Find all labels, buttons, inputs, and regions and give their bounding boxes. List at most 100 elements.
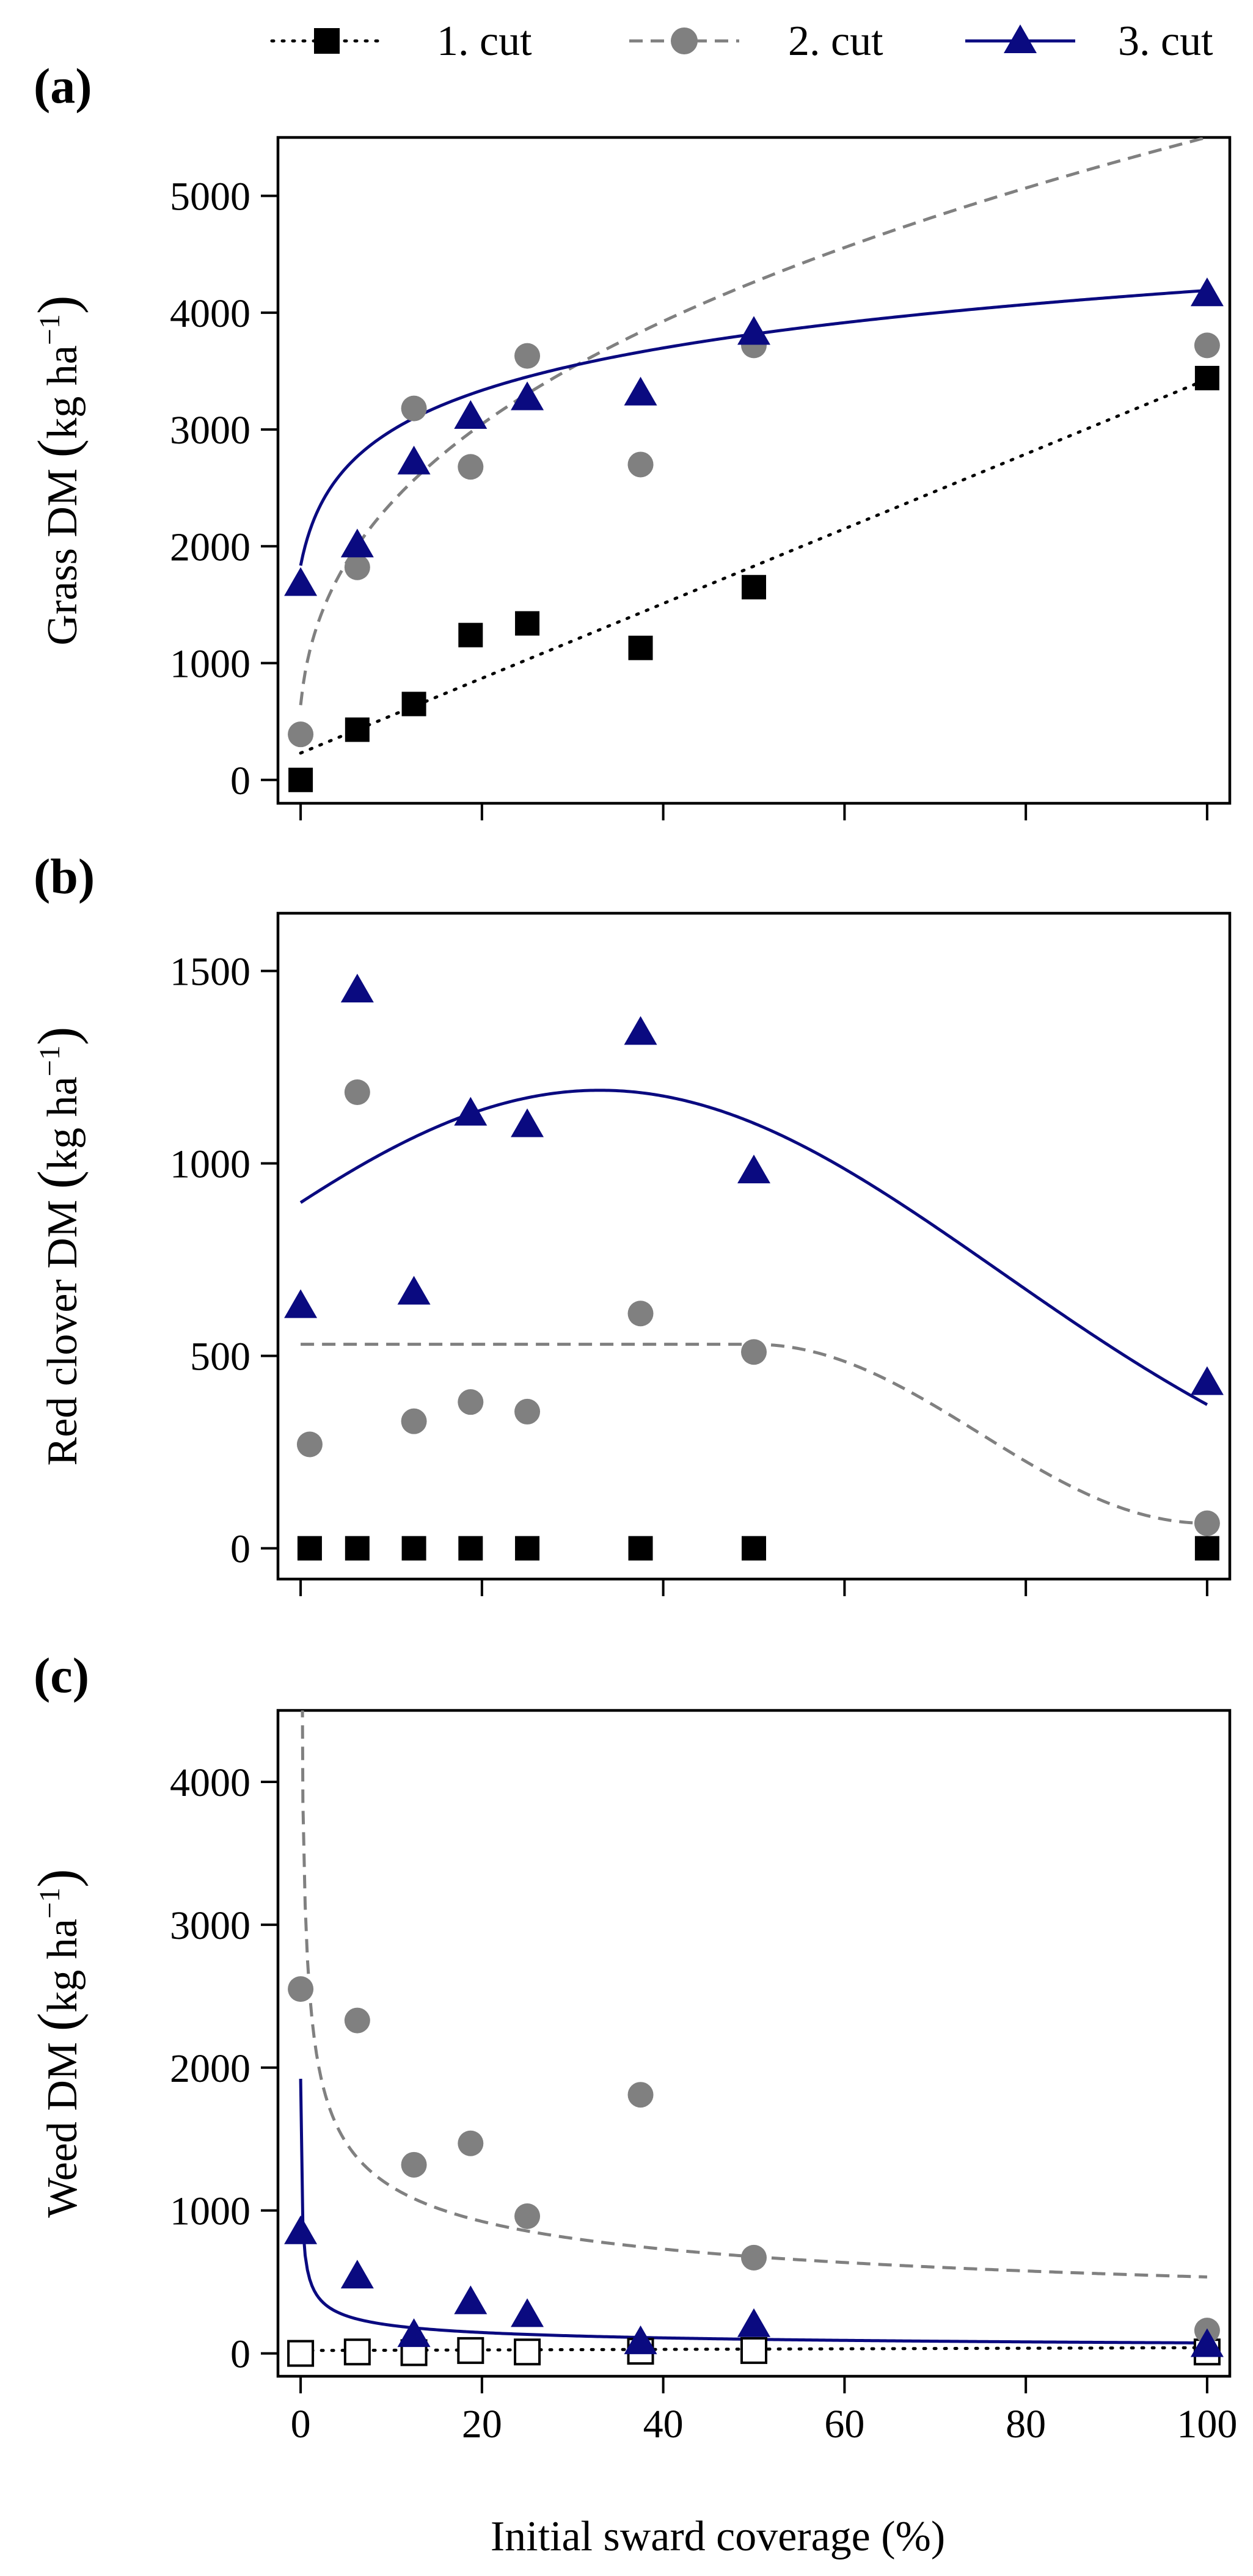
x-tick-label-c: 100: [1177, 2402, 1237, 2446]
data-point-1-cut-a: [628, 635, 653, 660]
legend-label-cut-2: 2. cut: [788, 18, 883, 65]
data-point-3-cut-b: [624, 1016, 657, 1045]
legend-label-cut-3: 3. cut: [1118, 18, 1213, 65]
data-point-2-cut-c: [627, 2082, 654, 2108]
data-point-1-cut-a: [288, 767, 313, 792]
data-point-3-cut-a: [397, 445, 431, 475]
data-point-3-cut-a: [284, 567, 318, 596]
y-tick-label-a: 5000: [170, 175, 250, 219]
plot-frame-a: [276, 136, 1232, 805]
y-tick-label-c: 2000: [170, 2046, 250, 2091]
data-point-2-cut-b: [627, 1301, 654, 1327]
data-point-1-cut-a: [458, 622, 483, 648]
data-point-3-cut-b: [737, 1155, 770, 1184]
data-point-3-cut-b: [397, 1275, 431, 1305]
fit-line-1-cut-a: [299, 378, 1209, 755]
y-tick-label-b: 500: [190, 1335, 250, 1379]
y-tick-label-c: 3000: [170, 1903, 250, 1948]
y-axis-label-main-b: Red clover DM: [39, 1189, 86, 1465]
data-point-1-cut-a: [742, 575, 766, 600]
series-1-cut-b: [297, 1536, 1219, 1561]
data-point-1-cut-b: [401, 1536, 426, 1561]
y-axis-label-exp-b: −1: [34, 1045, 66, 1076]
y-axis-label-b: Red clover DM (kg ha−1): [26, 1027, 89, 1466]
x-tick-label-c: 0: [291, 2402, 311, 2446]
y-tick-label-b: 1000: [170, 1142, 250, 1187]
y-tick-label-c: 0: [230, 2332, 250, 2377]
data-point-3-cut-b: [511, 1108, 544, 1137]
y-tick-label-a: 2000: [170, 525, 250, 569]
data-point-1-cut-b: [1194, 1536, 1219, 1561]
data-point-1-cut-b: [515, 1536, 540, 1561]
y-tick-label-a: 4000: [170, 291, 250, 336]
series-1-cut-a: [288, 365, 1219, 792]
y-axis-label-paren-close-b: ): [26, 1027, 89, 1046]
data-point-3-cut-c: [284, 2215, 318, 2244]
data-point-3-cut-a: [1190, 277, 1224, 307]
data-point-2-cut-b: [458, 1389, 484, 1415]
y-axis-label-a: Grass DM (kg ha−1): [26, 295, 89, 645]
y-axis-label-paren-close-a: ): [26, 295, 89, 314]
legend-marker-cut-3: [1004, 24, 1037, 53]
x-tick-label-c: 60: [824, 2402, 864, 2446]
y-tick-label-b: 0: [230, 1527, 250, 1572]
y-axis-label-paren-open-c: (: [26, 2013, 89, 2032]
x-tick-label-c: 40: [643, 2402, 684, 2446]
fit-line-2-cut-a: [299, 137, 1208, 706]
y-axis-label-unit-b: kg ha: [39, 1076, 86, 1170]
y-axis-label-paren-close-c: ): [26, 1869, 89, 1888]
data-point-3-cut-c: [340, 2260, 374, 2289]
fit-line-2-cut-b: [301, 1343, 1207, 1525]
legend-entry-cut-3: 3. cut: [965, 18, 1213, 65]
data-point-2-cut-c: [741, 2244, 767, 2271]
legend-entry-cut-1: 1. cut: [270, 18, 532, 65]
data-point-3-cut-a: [511, 381, 544, 410]
y-axis-label-unit-a: kg ha: [39, 345, 86, 439]
legend-marker-cut-2: [671, 27, 698, 54]
y-axis-label-main-c: Weed DM: [39, 2031, 86, 2217]
data-point-1-cut-a: [1194, 365, 1219, 390]
y-axis-c: 0 1000 2000 3000 4000: [170, 1761, 278, 2377]
y-axis-b: 0 500 1000 1500: [170, 950, 278, 1572]
data-point-2-cut-b: [1194, 1510, 1220, 1536]
series-2-cut-c: [288, 1976, 1220, 2344]
data-point-3-cut-b: [284, 1289, 318, 1318]
plot-frame-c: [276, 1709, 1232, 2378]
data-point-3-cut-c: [511, 2298, 544, 2327]
panel-label-a: (a): [34, 58, 92, 114]
data-point-2-cut-b: [344, 1079, 370, 1105]
legend-marker-cut-1: [314, 28, 340, 54]
data-point-2-cut-b: [401, 1408, 427, 1434]
series-3-cut-a: [284, 277, 1224, 596]
legend-entry-cut-2: 2. cut: [629, 18, 883, 65]
data-point-2-cut-b: [741, 1339, 767, 1365]
x-axis-b: [299, 1579, 1208, 1596]
data-point-2-cut-a: [344, 554, 370, 580]
y-tick-label-a: 0: [230, 759, 250, 803]
x-axis-a: [299, 803, 1208, 820]
data-point-3-cut-c: [737, 2308, 770, 2337]
data-point-1-cut-c: [287, 2340, 315, 2367]
data-point-2-cut-a: [288, 721, 314, 748]
data-point-2-cut-a: [627, 451, 654, 478]
data-point-3-cut-c: [624, 2325, 657, 2354]
y-axis-a: 0 1000 2000 3000 4000 5000: [170, 175, 278, 803]
data-point-3-cut-c: [1190, 2328, 1224, 2357]
y-axis-label-paren-open-b: (: [26, 1170, 89, 1189]
y-axis-label-unit-c: kg ha: [39, 1919, 86, 2013]
data-point-2-cut-c: [458, 2130, 484, 2156]
y-tick-label-a: 1000: [170, 642, 250, 687]
data-point-1-cut-b: [345, 1536, 370, 1561]
y-tick-label-c: 4000: [170, 1761, 250, 1805]
y-axis-label-c: Weed DM (kg ha−1): [26, 1869, 89, 2217]
data-point-2-cut-b: [514, 1398, 541, 1425]
y-tick-label-c: 1000: [170, 2189, 250, 2234]
data-point-2-cut-a: [1194, 332, 1220, 359]
data-point-2-cut-c: [288, 1976, 314, 2002]
series-2-cut-b: [296, 1079, 1220, 1536]
data-point-3-cut-b: [1190, 1366, 1224, 1395]
data-point-2-cut-c: [514, 2203, 541, 2230]
data-point-1-cut-b: [458, 1536, 483, 1561]
y-tick-label-b: 1500: [170, 950, 250, 994]
